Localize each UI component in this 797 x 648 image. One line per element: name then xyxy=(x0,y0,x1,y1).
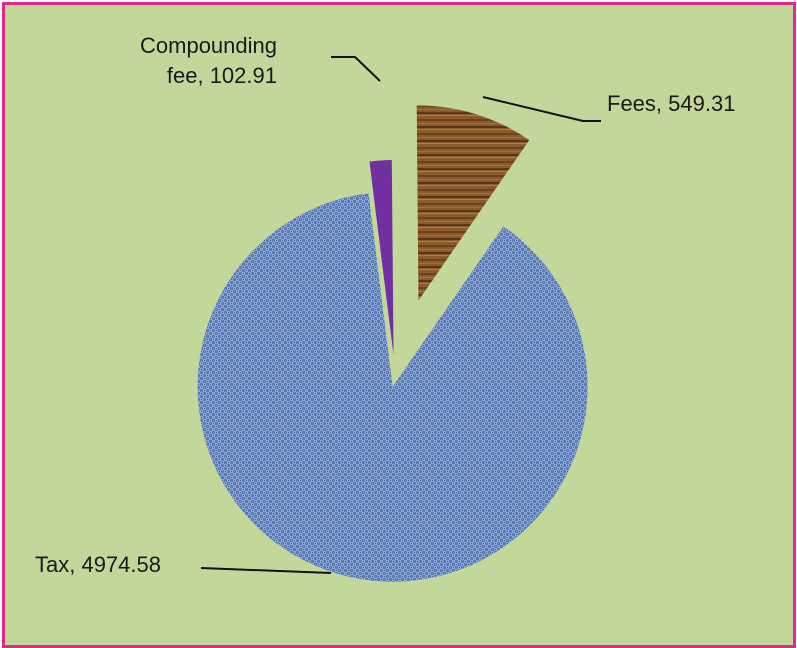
pie-slice-fees xyxy=(416,105,530,301)
pie-chart: Compounding fee, 102.91 Fees, 549.31 Tax, 4… xyxy=(35,33,735,582)
data-label: Compounding fee, 102.91 xyxy=(140,33,277,88)
data-label: Fees, 549.31 xyxy=(607,91,735,116)
pie-slice-tax xyxy=(197,193,588,582)
pie-slice-compounding-fee xyxy=(369,160,394,356)
leader-line xyxy=(331,56,381,82)
data-label: Tax, 4974.58 xyxy=(35,552,161,577)
leader-line xyxy=(200,567,332,574)
leader-line xyxy=(482,96,601,122)
